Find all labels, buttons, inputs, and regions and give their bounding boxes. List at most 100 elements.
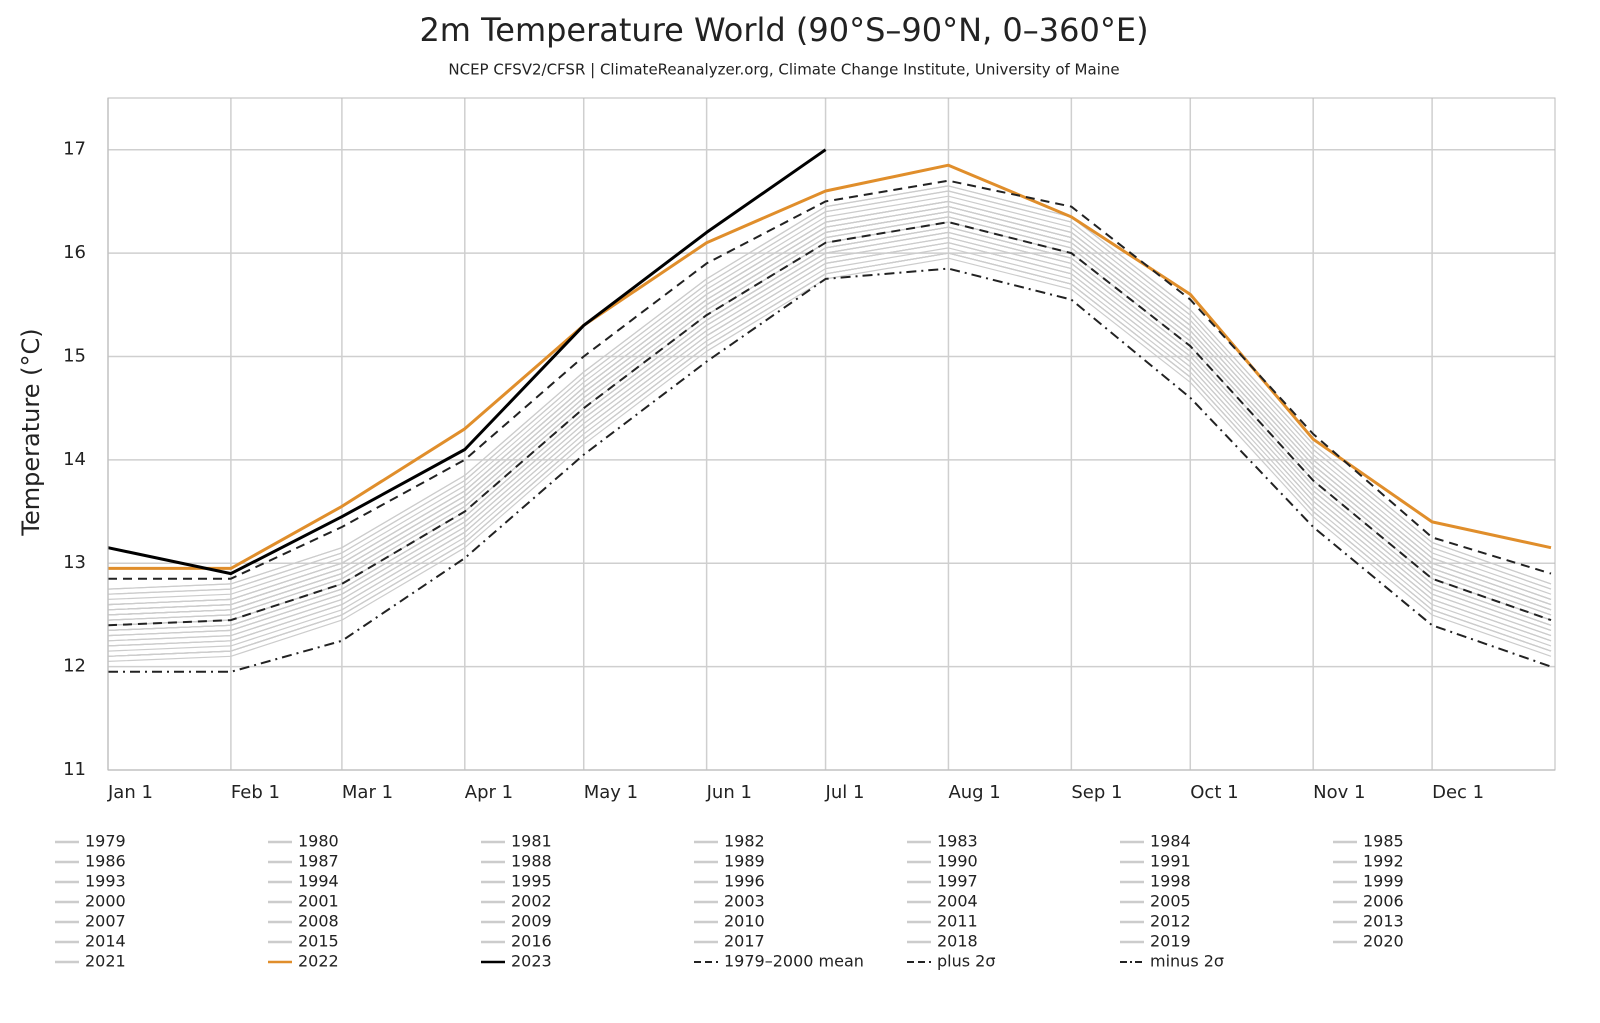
legend-label: 2002 [511, 892, 552, 911]
legend-label: 1981 [511, 832, 552, 851]
legend: 1979 1980 1981 1982 1983 1984 1985 1986 1987 1988… [55, 832, 1404, 971]
legend-label: 1996 [724, 872, 765, 891]
x-tick-label: Jul 1 [825, 782, 865, 803]
y-axis-label: Temperature (°C) [17, 328, 45, 536]
legend-label: 2000 [85, 892, 126, 911]
legend-label: 1990 [937, 852, 978, 871]
x-tick-label: Nov 1 [1313, 782, 1365, 803]
series-line [107, 242, 1552, 647]
series-line [108, 267, 1552, 673]
legend-label: 2017 [724, 932, 765, 951]
series-line [107, 206, 1552, 611]
legend-label: 2018 [937, 932, 978, 951]
legend-label: 1993 [85, 872, 126, 891]
legend-label: 1980 [298, 832, 339, 851]
y-tick-label: 13 [63, 552, 86, 573]
legend-label: 1983 [937, 832, 978, 851]
legend-label: 2009 [511, 912, 552, 931]
series-line [107, 211, 1552, 616]
legend-label: minus 2σ [1150, 952, 1224, 971]
x-tick-label: Jan 1 [107, 782, 153, 803]
legend-label: 2005 [1150, 892, 1191, 911]
x-tick-label: Aug 1 [948, 782, 1000, 803]
legend-label: 2013 [1363, 912, 1404, 931]
series-line [107, 206, 1552, 611]
series-line [107, 231, 1552, 637]
legend-label: 2021 [85, 952, 126, 971]
series-line [107, 206, 1552, 611]
series-line [107, 216, 1552, 621]
legend-label: 2003 [724, 892, 765, 911]
legend-label: 2011 [937, 912, 978, 931]
legend-label: 1984 [1150, 832, 1191, 851]
series-line [107, 185, 1552, 590]
legend-label: 2004 [937, 892, 978, 911]
legend-label: 1986 [85, 852, 126, 871]
series-line [107, 242, 1552, 647]
series-line [107, 247, 1552, 652]
y-tick-label: 12 [63, 656, 86, 677]
x-tick-label: Apr 1 [465, 782, 513, 803]
series-line [107, 195, 1552, 600]
legend-label: 2016 [511, 932, 552, 951]
legend-label: 1982 [724, 832, 765, 851]
legend-label: 2015 [298, 932, 339, 951]
series-line [107, 221, 1552, 626]
series-line [107, 226, 1552, 631]
chart-title: 2m Temperature World (90°S–90°N, 0–360°E… [419, 11, 1148, 49]
series-line [107, 190, 1552, 595]
legend-label: 1988 [511, 852, 552, 871]
y-tick-label: 16 [63, 242, 86, 263]
plot-frame [107, 97, 1556, 771]
legend-label: 2020 [1363, 932, 1404, 951]
legend-label: 1979–2000 mean [724, 952, 864, 971]
series-line [107, 226, 1552, 631]
y-tick-label: 11 [63, 759, 86, 780]
series-line [107, 211, 1552, 616]
plot-lines [107, 148, 1552, 673]
legend-label: 1985 [1363, 832, 1404, 851]
legend-label: 1989 [724, 852, 765, 871]
series-line [108, 179, 1552, 580]
legend-label: 1995 [511, 872, 552, 891]
series-line [107, 216, 1552, 621]
legend-label: 1999 [1363, 872, 1404, 891]
legend-label: 2022 [298, 952, 339, 971]
legend-label: 2012 [1150, 912, 1191, 931]
series-line [107, 226, 1552, 631]
series-line [107, 221, 1552, 626]
series-line [107, 221, 1552, 626]
series-line [107, 242, 1552, 647]
series-line [108, 163, 1552, 570]
series-line [107, 237, 1552, 642]
x-tick-label: Feb 1 [231, 782, 280, 803]
series-line [107, 221, 1552, 627]
series-line [107, 200, 1552, 606]
legend-label: 2008 [298, 912, 339, 931]
series-line [107, 252, 1552, 657]
x-tick-label: Mar 1 [342, 782, 393, 803]
chart-subtitle: NCEP CFSV2/CFSR | ClimateReanalyzer.org,… [448, 61, 1119, 79]
series-line [107, 211, 1552, 616]
legend-label: 2019 [1150, 932, 1191, 951]
legend-label: 1991 [1150, 852, 1191, 871]
series-line [107, 211, 1552, 616]
legend-label: 1987 [298, 852, 339, 871]
y-tick-label: 15 [63, 345, 86, 366]
y-tick-label: 14 [63, 449, 86, 470]
legend-label: 1998 [1150, 872, 1191, 891]
legend-label: 2007 [85, 912, 126, 931]
legend-label: 1992 [1363, 852, 1404, 871]
series-line [107, 216, 1552, 621]
series-line [107, 237, 1552, 642]
x-tick-label: Dec 1 [1432, 782, 1484, 803]
series-line [107, 231, 1552, 637]
legend-label: 2006 [1363, 892, 1404, 911]
grid [107, 98, 1555, 771]
legend-label: 1979 [85, 832, 126, 851]
legend-label: plus 2σ [937, 952, 995, 971]
series-line [107, 231, 1552, 637]
series-line [107, 148, 827, 576]
x-tick-label: Oct 1 [1190, 782, 1238, 803]
